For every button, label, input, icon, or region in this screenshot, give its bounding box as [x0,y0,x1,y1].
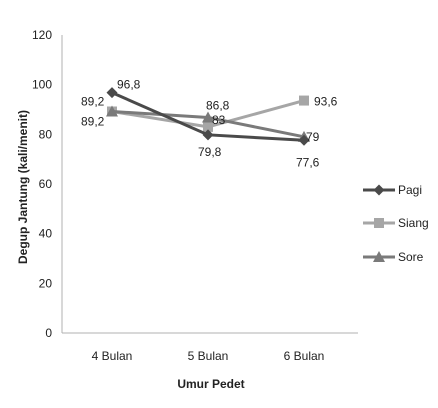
data-label: 89,2 [81,94,105,108]
axes [61,35,358,334]
y-tick-label: 20 [39,276,53,290]
legend: Pagi Siang Sore [363,183,429,264]
data-label: 77,6 [296,155,320,169]
data-point [202,129,214,141]
y-tick-label: 80 [39,127,53,141]
x-tick-labels: 4 Bulan 5 Bulan 6 Bulan [92,349,325,363]
y-tick-label: 100 [32,78,52,92]
legend-marker [374,218,384,228]
series-pagi [106,87,310,146]
x-axis-title: Umur Pedet [177,377,244,391]
data-label: 79 [306,130,320,144]
legend-item-sore: Sore [363,250,424,264]
y-tick-label: 60 [39,177,53,191]
legend-label: Pagi [398,183,422,197]
y-tick-label: 120 [32,28,52,42]
data-label: 79,8 [198,145,222,159]
y-axis-title: Degup Jantung (kali/menit) [16,110,30,264]
data-label: 96,8 [117,78,141,92]
data-point [202,111,214,123]
series-group [106,87,310,146]
legend-label: Siang [398,216,429,230]
x-tick-label: 5 Bulan [188,349,229,363]
data-labels: 96,8 79,8 77,6 89,2 83 93,6 89,2 86,8 79 [81,78,338,170]
y-tick-label: 40 [39,227,53,241]
x-tick-label: 6 Bulan [284,349,325,363]
data-point [203,121,213,132]
data-point [106,105,118,117]
legend-marker [373,184,385,196]
legend-label: Sore [398,250,424,264]
legend-marker [373,251,385,262]
data-point [106,87,118,99]
y-tick-labels: 0 20 40 60 80 100 120 [32,28,52,340]
data-label: 89,2 [81,114,105,128]
data-label: 86,8 [206,98,230,112]
y-tick-label: 0 [45,326,52,340]
data-point [299,95,309,106]
data-label: 83 [212,113,226,127]
data-label: 93,6 [314,95,338,109]
legend-item-pagi: Pagi [363,183,422,197]
x-tick-label: 4 Bulan [92,349,133,363]
legend-item-siang: Siang [363,216,429,230]
data-point [298,134,310,146]
